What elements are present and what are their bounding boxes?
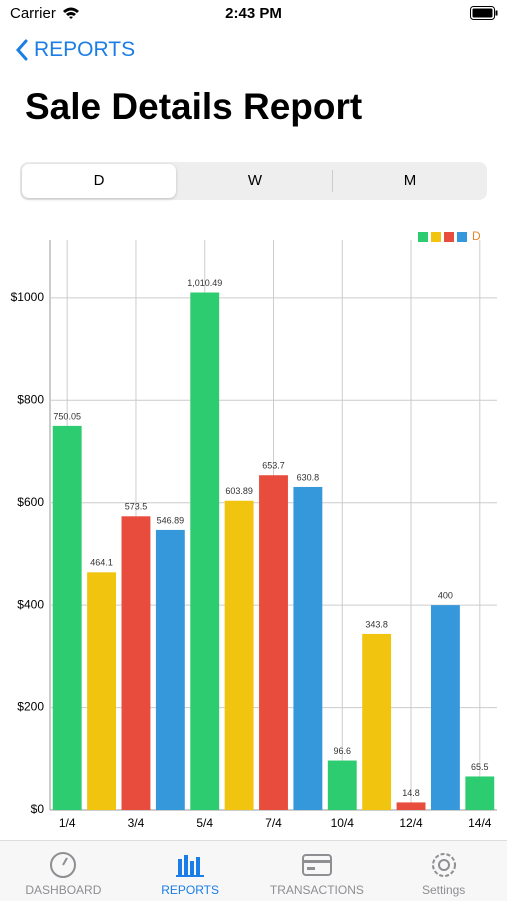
value-label: 400: [438, 591, 453, 601]
y-tick-label: $400: [17, 597, 44, 611]
segment[interactable]: D: [22, 164, 176, 198]
bar: [293, 486, 323, 810]
value-label: 546.89: [157, 515, 185, 525]
segment[interactable]: W: [178, 170, 333, 192]
tab-icon: [431, 853, 456, 877]
tab-label: TRANSACTIONS: [269, 883, 364, 897]
legend-swatch: [431, 232, 441, 242]
chart: $0 $200 $400 $600 $800 $1000 1/4 3/4 5/4 7/4 10/4 1…: [11, 229, 497, 830]
clock: 2:43 PM: [225, 5, 282, 22]
back-label: REPORTS: [34, 38, 136, 61]
tab-label: Settings: [421, 883, 466, 897]
tab-icon: [301, 854, 332, 876]
y-tick-label: $200: [17, 700, 44, 714]
page-title: Sale Details Report: [25, 86, 363, 127]
x-tick-label: 5/4: [196, 816, 213, 830]
value-label: 630.8: [297, 472, 320, 482]
y-tick-label: $0: [31, 802, 45, 816]
bar: [52, 425, 82, 810]
battery-icon: [470, 6, 498, 20]
bar: [121, 516, 151, 810]
carrier: Carrier: [10, 5, 56, 22]
tab-icon: [50, 852, 77, 878]
x-tick-label: 14/4: [468, 816, 492, 830]
value-label: 573.5: [125, 502, 148, 512]
tab[interactable]: REPORTS: [127, 841, 254, 901]
tab[interactable]: Settings: [380, 841, 507, 901]
status-bar: Carrier 2:43 PM: [0, 0, 507, 28]
wifi-icon: [63, 7, 79, 19]
y-tick-label: $600: [17, 495, 44, 509]
back-button[interactable]: REPORTS: [16, 38, 135, 62]
tab[interactable]: TRANSACTIONS: [254, 841, 381, 901]
bar: [155, 529, 185, 810]
tab[interactable]: DASHBOARD: [0, 841, 127, 901]
segmented-control: D W M: [20, 162, 487, 200]
x-tick-label: 7/4: [265, 816, 282, 830]
tab-label: DASHBOARD: [25, 883, 102, 897]
bar: [190, 292, 220, 810]
legend-swatch: [457, 232, 467, 242]
legend-swatch: [444, 232, 454, 242]
tab-label: REPORTS: [161, 883, 220, 897]
y-tick-label: $1000: [11, 290, 45, 304]
value-label: 65.5: [471, 762, 489, 772]
legend-swatch: [418, 232, 428, 242]
x-tick-label: 10/4: [331, 816, 355, 830]
value-label: 1,010.49: [187, 278, 222, 288]
value-label: 14.8: [402, 788, 420, 798]
bar: [224, 500, 254, 810]
bar: [430, 605, 460, 810]
value-label: 653.7: [262, 461, 285, 471]
bar: [87, 572, 117, 810]
tab-bar: DASHBOARD REPORTS TRANSACTIONS Settings: [0, 840, 507, 901]
x-tick-label: 1/4: [59, 816, 76, 830]
y-tick-label: $800: [17, 392, 44, 406]
bar: [362, 633, 392, 810]
value-label: 750.05: [53, 411, 81, 421]
bar: [259, 475, 288, 810]
back-chevron: [16, 39, 28, 61]
legend-label: D: [472, 229, 481, 243]
bar: [396, 802, 426, 810]
value-label: 96.6: [334, 746, 352, 756]
value-label: 464.1: [90, 558, 113, 568]
value-label: 603.89: [225, 486, 253, 496]
value-label: 343.8: [365, 619, 388, 629]
x-tick-label: 12/4: [399, 816, 423, 830]
tab-icon: [176, 855, 205, 877]
bar: [465, 776, 495, 810]
x-tick-label: 3/4: [128, 816, 145, 830]
bar: [327, 760, 357, 810]
segment[interactable]: M: [403, 172, 417, 189]
